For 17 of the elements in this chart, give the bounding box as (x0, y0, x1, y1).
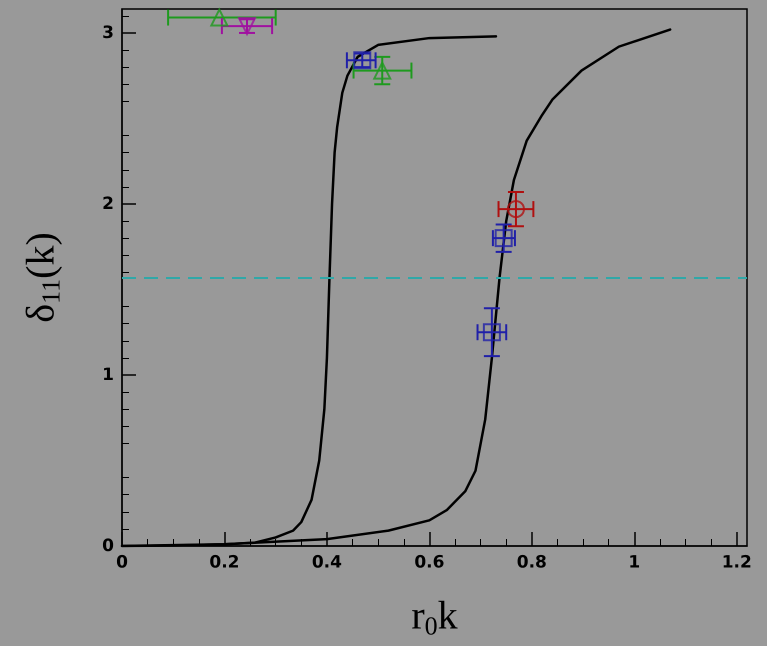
y-tick-label: 3 (102, 22, 114, 43)
point (506, 200, 525, 218)
x-tick-label: 0.2 (209, 552, 240, 572)
point (210, 8, 228, 27)
x-tick-label: 0.6 (414, 552, 444, 572)
x-tick-label: 1 (628, 552, 640, 572)
point (373, 62, 392, 80)
point (494, 229, 513, 248)
x-tick-label: 1.2 (722, 552, 752, 572)
x-tick-label: 0 (116, 552, 128, 572)
x-tick-label: 0.4 (312, 552, 342, 572)
y-axis-title: δ11(k) (18, 232, 66, 323)
point (482, 323, 501, 342)
x-tick-label: 0.8 (516, 552, 547, 572)
y-tick-label: 2 (102, 194, 114, 214)
y-tick-label: 0 (102, 536, 114, 556)
y-tick-label: 1 (102, 364, 114, 385)
